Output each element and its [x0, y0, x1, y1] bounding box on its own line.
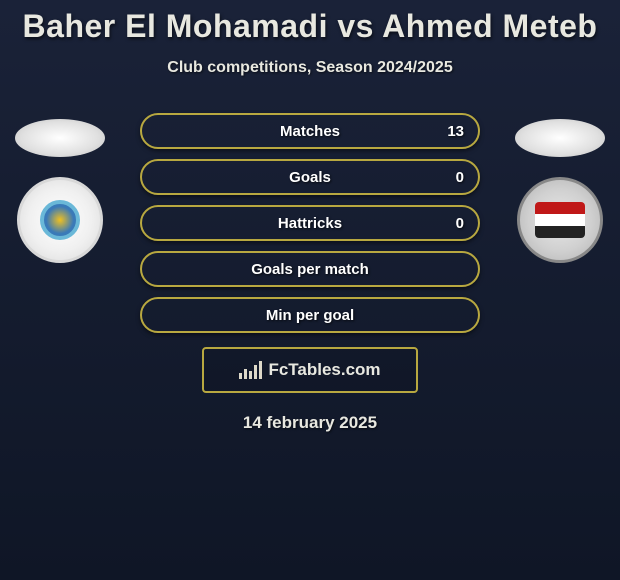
comparison-content: Matches 13 Goals 0 Hattricks 0 Goals per… — [0, 113, 620, 433]
stat-label: Min per goal — [266, 307, 354, 324]
club-badge-right — [517, 177, 603, 263]
stat-label: Goals per match — [251, 261, 369, 278]
stat-label: Hattricks — [278, 215, 342, 232]
comparison-title: Baher El Mohamadi vs Ahmed Meteb — [0, 0, 620, 45]
branding-text: FcTables.com — [268, 360, 380, 380]
comparison-subtitle: Club competitions, Season 2024/2025 — [0, 59, 620, 77]
stats-list: Matches 13 Goals 0 Hattricks 0 Goals per… — [140, 113, 480, 333]
date-text: 14 february 2025 — [0, 413, 620, 433]
stat-value-right: 13 — [447, 123, 464, 140]
stat-label: Goals — [289, 169, 331, 186]
player-photo-placeholder-right — [515, 119, 605, 157]
stat-label: Matches — [280, 123, 340, 140]
stat-row-hattricks: Hattricks 0 — [140, 205, 480, 241]
chart-icon — [239, 361, 262, 379]
stat-row-min-per-goal: Min per goal — [140, 297, 480, 333]
club-badge-left — [17, 177, 103, 263]
player-photo-placeholder-left — [15, 119, 105, 157]
stat-row-matches: Matches 13 — [140, 113, 480, 149]
stat-row-goals-per-match: Goals per match — [140, 251, 480, 287]
club-badge-right-inner — [535, 202, 585, 238]
stat-row-goals: Goals 0 — [140, 159, 480, 195]
branding-box: FcTables.com — [202, 347, 418, 393]
club-badge-left-inner — [40, 200, 80, 240]
stat-value-right: 0 — [456, 169, 464, 186]
stat-value-right: 0 — [456, 215, 464, 232]
